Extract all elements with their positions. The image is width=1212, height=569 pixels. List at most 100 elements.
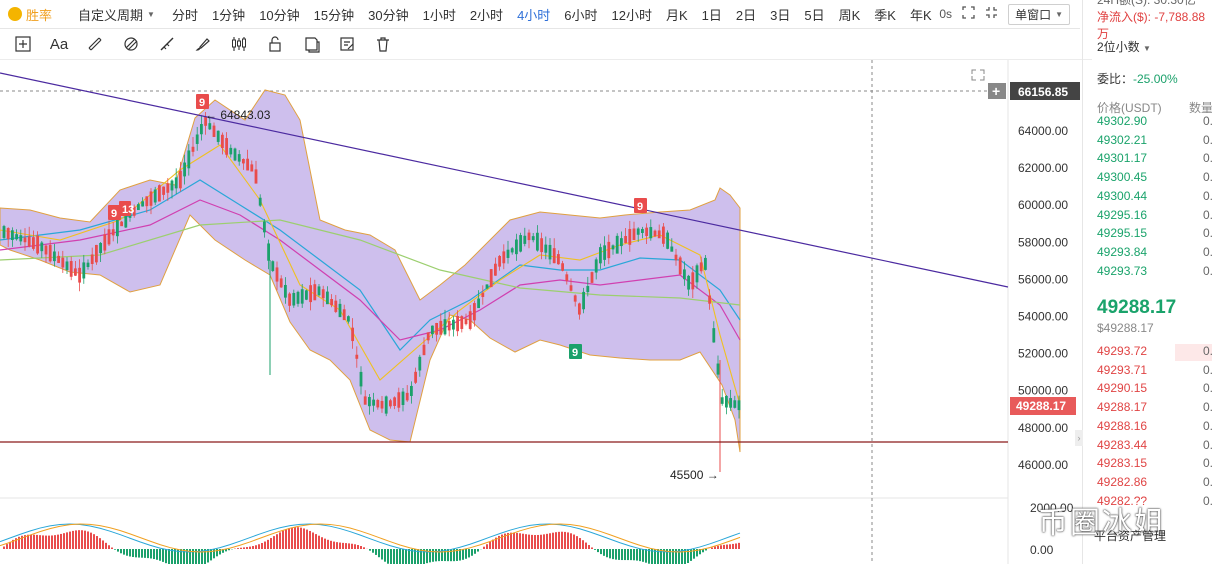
interval-1[interactable]: 1分钟 — [205, 5, 252, 24]
macd-bar — [729, 544, 731, 549]
candle-body — [301, 289, 304, 303]
interval-0[interactable]: 分时 — [165, 5, 205, 24]
candle-body — [696, 265, 699, 282]
macd-bar — [618, 549, 620, 560]
interval-8[interactable]: 6小时 — [557, 5, 604, 24]
macd-bar — [105, 543, 107, 549]
candle-body — [406, 393, 409, 401]
interval-17[interactable]: 年K — [903, 5, 939, 24]
candle-body — [95, 245, 98, 262]
macd-bar — [732, 544, 734, 549]
candle-body — [318, 286, 321, 295]
crosshair-icon[interactable] — [12, 33, 34, 55]
last-price: 49288.17 — [1097, 297, 1176, 319]
macd-bar — [522, 534, 524, 549]
custom-period-label: 自定义周期 — [78, 5, 143, 24]
brand[interactable]: 胜率 — [0, 5, 76, 24]
ask-price: 49301.17 — [1097, 151, 1147, 165]
interval-7[interactable]: 4小时 — [510, 5, 557, 24]
ask-price: 49295.16 — [1097, 208, 1147, 222]
interval-10[interactable]: 月K — [659, 5, 695, 24]
interval-4[interactable]: 30分钟 — [361, 5, 415, 24]
interval-15[interactable]: 周K — [832, 5, 868, 24]
pattern-icon[interactable] — [120, 33, 142, 55]
candle-body — [389, 400, 392, 406]
candle-body — [452, 320, 455, 330]
exit-fullscreen-icon[interactable] — [985, 6, 998, 22]
candle-body — [221, 135, 224, 148]
candle-body — [32, 237, 35, 249]
macd-bar — [645, 549, 647, 563]
interval-14[interactable]: 5日 — [797, 5, 831, 24]
macd-bar — [369, 549, 371, 551]
price-tick: 60000.00 — [1018, 198, 1068, 212]
interval-16[interactable]: 季K — [867, 5, 903, 24]
candle-body — [570, 285, 573, 290]
custom-period-dropdown[interactable]: 自定义周期 ▼ — [76, 5, 165, 24]
window-mode-label: 单窗口 — [1015, 6, 1051, 23]
interval-3[interactable]: 15分钟 — [307, 5, 361, 24]
collapse-panel-icon[interactable]: › — [1075, 430, 1083, 446]
candle-body — [145, 196, 148, 206]
interval-12[interactable]: 2日 — [729, 5, 763, 24]
macd-bar — [648, 549, 650, 564]
ask-price: 49302.90 — [1097, 114, 1147, 128]
macd-bar — [510, 533, 512, 549]
macd-bar — [330, 541, 332, 549]
interval-13[interactable]: 3日 — [763, 5, 797, 24]
macd-bar — [600, 549, 602, 554]
candle-body — [381, 401, 384, 409]
trash-icon[interactable] — [372, 33, 394, 55]
macd-bar — [294, 527, 296, 549]
interval-5[interactable]: 1小时 — [416, 5, 463, 24]
candle-body — [578, 303, 581, 314]
macd-bar — [162, 549, 164, 562]
interval-9[interactable]: 12小时 — [605, 5, 659, 24]
macd-bar — [78, 530, 80, 549]
candles-icon[interactable] — [228, 33, 250, 55]
lock-icon[interactable] — [264, 33, 286, 55]
candle-body — [297, 292, 300, 304]
candle-body — [595, 259, 598, 272]
line-icon[interactable] — [156, 33, 178, 55]
layers-icon[interactable] — [300, 33, 322, 55]
note-icon[interactable] — [336, 33, 358, 55]
ruler-icon[interactable] — [84, 33, 106, 55]
candle-body — [330, 299, 333, 305]
candle-body — [507, 250, 510, 258]
interval-2[interactable]: 10分钟 — [252, 5, 306, 24]
interval-11[interactable]: 1日 — [695, 5, 729, 24]
brush-icon[interactable] — [192, 33, 214, 55]
ask-qty: 0. — [1203, 189, 1212, 203]
macd-bar — [558, 532, 560, 549]
window-mode-dropdown[interactable]: 单窗口 ▼ — [1008, 4, 1070, 25]
decimals-dropdown[interactable]: 2位小数 ▼ — [1097, 38, 1151, 55]
fullscreen-icon[interactable] — [962, 6, 975, 22]
interval-6[interactable]: 2小时 — [463, 5, 510, 24]
candle-body — [397, 392, 400, 407]
chart-canvas[interactable]: 64000.0062000.0060000.0058000.0056000.00… — [0, 60, 1080, 564]
candle-body — [427, 332, 430, 340]
candle-body — [435, 323, 438, 335]
text-icon[interactable]: Aa — [48, 33, 70, 55]
plus-icon: + — [992, 83, 1000, 99]
